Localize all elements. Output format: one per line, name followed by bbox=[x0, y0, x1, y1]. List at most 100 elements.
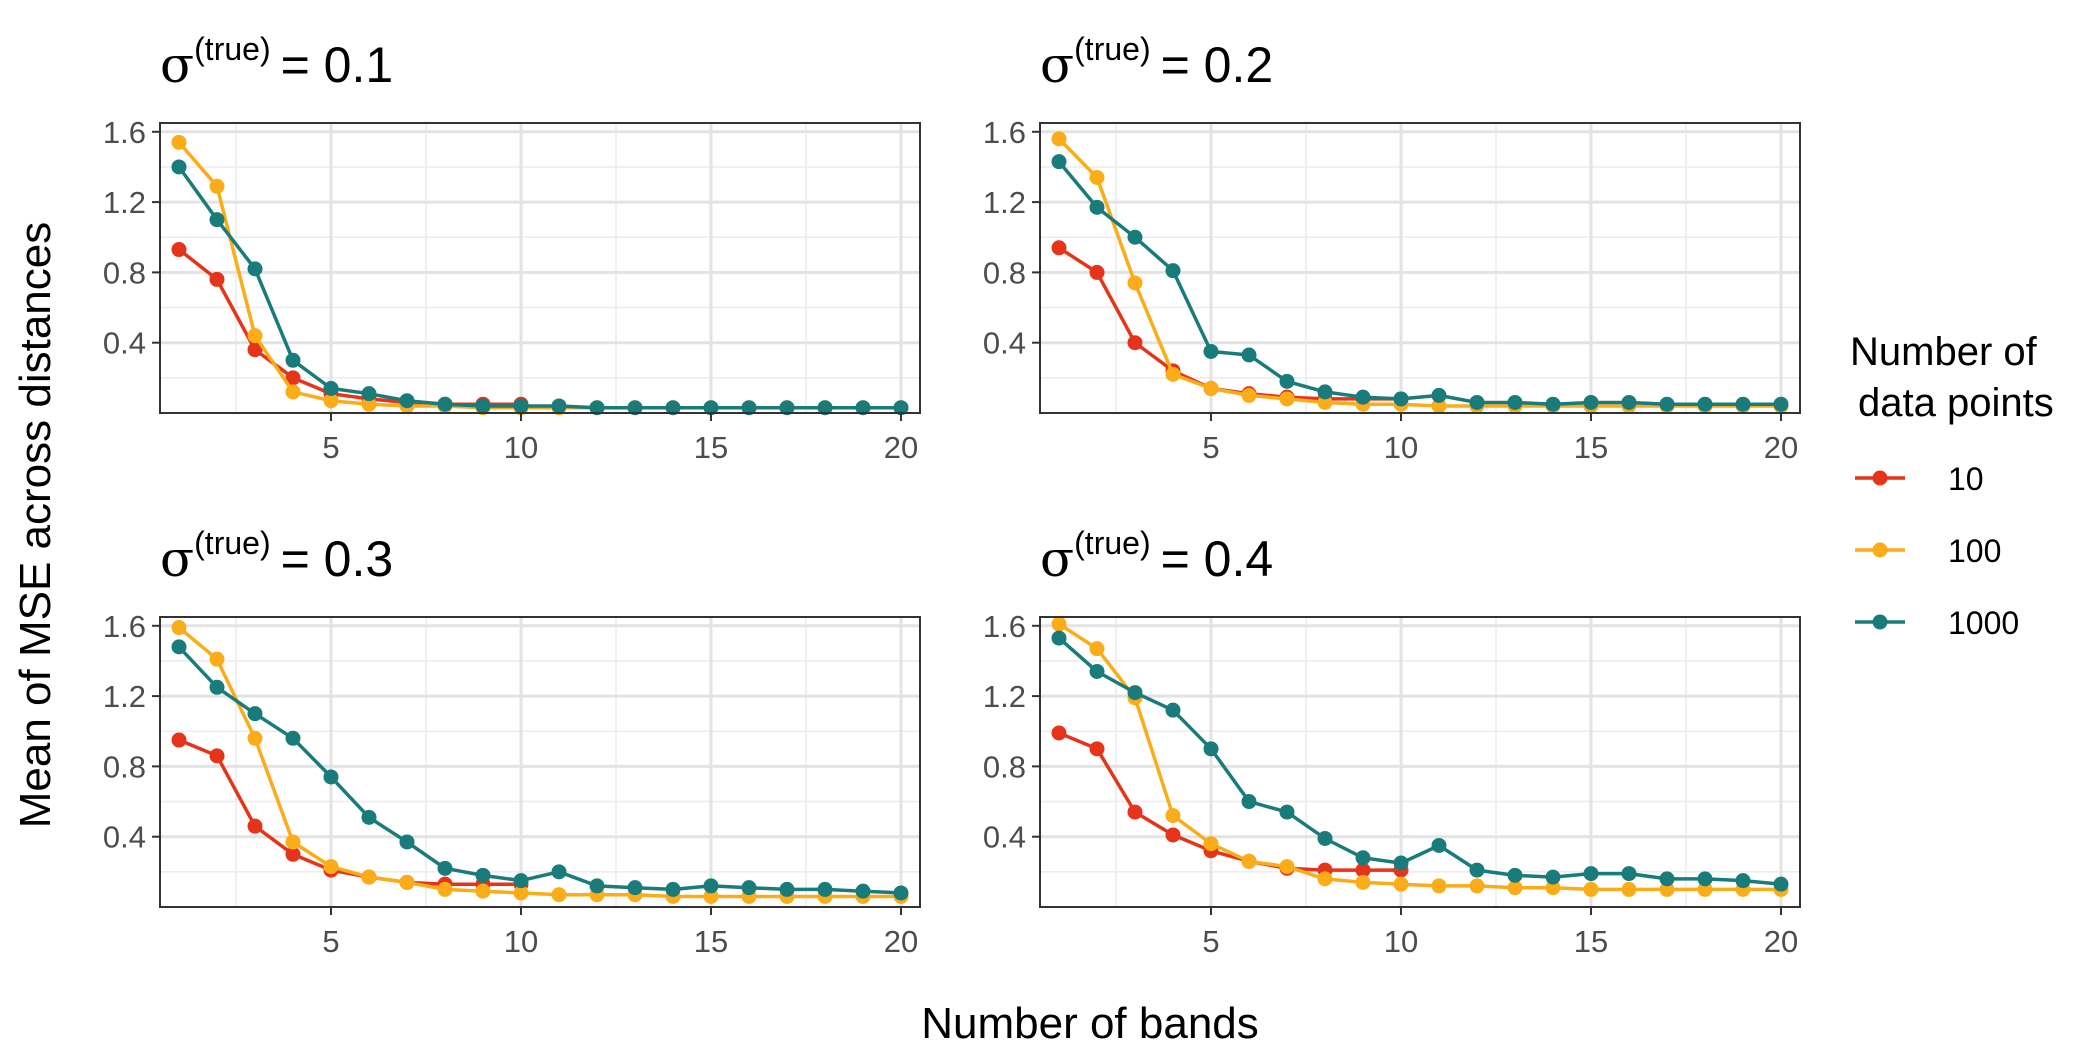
data-point bbox=[741, 400, 757, 416]
data-point bbox=[703, 878, 719, 894]
y-tick-label: 0.4 bbox=[983, 326, 1026, 361]
data-point bbox=[399, 874, 415, 890]
data-point bbox=[209, 679, 225, 695]
y-tick-label: 0.4 bbox=[103, 820, 146, 855]
data-point bbox=[285, 846, 301, 862]
data-point bbox=[1051, 240, 1067, 256]
x-tick-label: 15 bbox=[694, 924, 728, 959]
y-tick-label: 1.2 bbox=[103, 679, 146, 714]
y-tick-label: 0.8 bbox=[103, 749, 146, 784]
data-point bbox=[171, 159, 187, 175]
x-tick-label: 10 bbox=[1384, 924, 1418, 959]
data-point bbox=[1393, 391, 1409, 407]
panel-border bbox=[159, 122, 921, 414]
data-point bbox=[1241, 387, 1257, 403]
title-superscript: (true) bbox=[194, 525, 270, 561]
legend: Number of data points 10 100 1000 bbox=[1850, 330, 2054, 641]
title-symbol: σ bbox=[160, 36, 194, 94]
data-point bbox=[893, 400, 909, 416]
data-point bbox=[1051, 616, 1067, 632]
data-point bbox=[475, 398, 491, 414]
data-point bbox=[247, 706, 263, 722]
x-tick-label: 5 bbox=[322, 924, 339, 959]
data-point bbox=[1355, 850, 1371, 866]
title-symbol: σ bbox=[1040, 530, 1074, 588]
data-point bbox=[665, 400, 681, 416]
data-point bbox=[1583, 866, 1599, 882]
panel-background bbox=[160, 617, 920, 907]
panel-background bbox=[1040, 617, 1800, 907]
data-point bbox=[1507, 880, 1523, 896]
title-value: = 0.3 bbox=[281, 531, 394, 587]
data-point bbox=[1317, 384, 1333, 400]
y-tick-label: 0.4 bbox=[103, 326, 146, 361]
title-value: = 0.2 bbox=[1161, 37, 1274, 93]
x-tick-label: 15 bbox=[1574, 924, 1608, 959]
x-tick-label: 15 bbox=[1574, 430, 1608, 465]
data-point bbox=[285, 730, 301, 746]
data-point bbox=[285, 834, 301, 850]
data-point bbox=[361, 809, 377, 825]
data-point bbox=[171, 242, 187, 258]
y-tick-label: 1.2 bbox=[103, 185, 146, 220]
legend-title-line1: Number of bbox=[1850, 330, 2038, 374]
panels: σ(true) = 0.15 10 15 200.40.81.21.6σ(true) = … bbox=[103, 31, 1801, 959]
data-point bbox=[285, 370, 301, 386]
y-tick-label: 0.8 bbox=[103, 255, 146, 290]
data-point bbox=[475, 867, 491, 883]
data-point bbox=[323, 859, 339, 875]
data-point bbox=[323, 380, 339, 396]
data-point bbox=[1051, 154, 1067, 170]
data-point bbox=[1735, 396, 1751, 412]
x-tick-label: 5 bbox=[1202, 924, 1219, 959]
legend-label: 10 bbox=[1948, 461, 1984, 497]
data-point bbox=[1621, 866, 1637, 882]
data-point bbox=[893, 885, 909, 901]
x-tick-label: 10 bbox=[504, 430, 538, 465]
y-tick-label: 1.6 bbox=[103, 609, 146, 644]
x-tick-label: 5 bbox=[322, 430, 339, 465]
data-point bbox=[1127, 229, 1143, 245]
data-point bbox=[437, 881, 453, 897]
data-point bbox=[741, 880, 757, 896]
data-point bbox=[1127, 275, 1143, 291]
data-point bbox=[1089, 663, 1105, 679]
y-tick-label: 1.2 bbox=[983, 185, 1026, 220]
data-point bbox=[1469, 862, 1485, 878]
y-tick-label: 1.2 bbox=[983, 679, 1026, 714]
data-point bbox=[1507, 394, 1523, 410]
panel-border bbox=[159, 616, 921, 908]
series-100 bbox=[1051, 616, 1789, 897]
data-point bbox=[1089, 641, 1105, 657]
data-point bbox=[1051, 131, 1067, 147]
data-point bbox=[1621, 394, 1637, 410]
title-value: = 0.1 bbox=[281, 37, 394, 93]
data-point bbox=[1773, 876, 1789, 892]
data-point bbox=[171, 732, 187, 748]
data-point bbox=[1355, 862, 1371, 878]
data-point bbox=[1317, 871, 1333, 887]
data-point bbox=[817, 400, 833, 416]
title-symbol: σ bbox=[160, 530, 194, 588]
data-point bbox=[1393, 876, 1409, 892]
data-point bbox=[1051, 630, 1067, 646]
data-point bbox=[209, 651, 225, 667]
data-point bbox=[589, 400, 605, 416]
data-point bbox=[1317, 830, 1333, 846]
data-point bbox=[1469, 878, 1485, 894]
data-point bbox=[1697, 396, 1713, 412]
data-point bbox=[855, 400, 871, 416]
series-1000 bbox=[1051, 630, 1789, 892]
data-point bbox=[247, 342, 263, 358]
y-tick-label: 1.6 bbox=[983, 115, 1026, 150]
y-tick-label: 1.6 bbox=[983, 609, 1026, 644]
series-1000 bbox=[1051, 154, 1789, 412]
data-point bbox=[513, 873, 529, 889]
title-superscript: (true) bbox=[1074, 31, 1150, 67]
data-point bbox=[1051, 725, 1067, 741]
data-point bbox=[665, 881, 681, 897]
x-tick-label: 20 bbox=[1764, 924, 1798, 959]
data-point bbox=[1089, 741, 1105, 757]
data-point bbox=[1089, 199, 1105, 215]
title-superscript: (true) bbox=[1074, 525, 1150, 561]
